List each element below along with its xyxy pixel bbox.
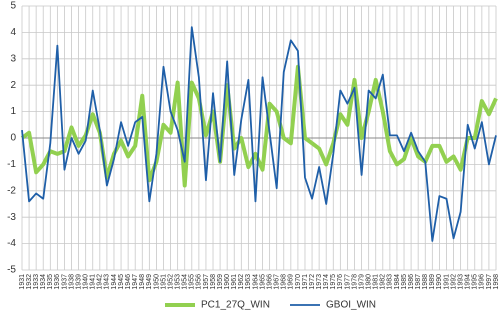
x-tick-label: 1958 [210,274,217,290]
x-tick-label: 1942 [97,274,104,290]
x-tick-label: 1977 [344,274,351,290]
y-tick-label: 4 [10,27,16,38]
x-tick-label: 1982 [380,274,387,290]
series-line [21,26,497,242]
x-tick-label: 1948 [139,274,146,290]
y-tick-label: 5 [10,1,16,12]
x-tick-label: 1954 [182,274,189,290]
x-tick-label: 1986 [408,274,415,290]
x-tick-label: 1962 [238,274,245,290]
x-tick-label: 1987 [415,274,422,290]
legend-label: PC1_27Q_WIN [201,300,270,311]
y-tick-label: 2 [10,80,16,91]
x-tick-label: 1952 [167,274,174,290]
x-tick-label: 1966 [266,274,273,290]
x-tick-label: 1997 [486,274,493,290]
x-tick-label: 1964 [252,274,259,290]
x-tick-label: 1956 [196,274,203,290]
x-tick-label: 1994 [465,274,472,290]
x-tick-label: 1945 [118,274,125,290]
x-tick-label: 1965 [259,274,266,290]
x-tick-label: 1957 [203,274,210,290]
y-tick-label: -4 [7,238,16,249]
x-tick-label: 1953 [174,274,181,290]
x-tick-label: 1934 [40,274,47,290]
x-tick-label: 1973 [316,274,323,290]
x-tick-label: 1974 [323,274,330,290]
x-tick-label: 1998 [493,274,500,290]
x-tick-label: 1991 [443,274,450,290]
x-tick-label: 1979 [358,274,365,290]
x-tick-label: 1943 [104,274,111,290]
y-tick-label: 3 [10,53,16,64]
y-tick-label: -5 [7,265,16,276]
x-tick-label: 1959 [217,274,224,290]
x-tick-label: 1940 [83,274,90,290]
x-tick-label: 1933 [33,274,40,290]
x-tick-label: 1992 [450,274,457,290]
x-tick-label: 1980 [366,274,373,290]
x-tick-label: 1970 [295,274,302,290]
x-tick-label: 1967 [274,274,281,290]
x-tick-label: 1960 [224,274,231,290]
x-tick-label: 1971 [302,274,309,290]
x-tick-label: 1936 [54,274,61,290]
x-tick-label: 1976 [337,274,344,290]
y-tick-label: -3 [7,212,16,223]
x-tick-label: 1938 [68,274,75,290]
y-tick-label: 1 [10,106,16,117]
x-tick-label: 1941 [90,274,97,290]
y-tick-label: 0 [10,133,16,144]
x-tick-label: 1981 [373,274,380,290]
x-tick-label: 1949 [146,274,153,290]
x-tick-label: 1931 [19,274,26,290]
y-tick-label: -1 [7,159,16,170]
x-tick-label: 1975 [330,274,337,290]
x-tick-label: 1969 [288,274,295,290]
x-tick-label: 1972 [309,274,316,290]
x-tick-label: 1990 [436,274,443,290]
x-tick-label: 1988 [422,274,429,290]
x-tick-label: 1961 [231,274,238,290]
x-tick-label: 1932 [26,274,33,290]
x-tick-label: 1996 [479,274,486,290]
x-tick-label: 1985 [401,274,408,290]
x-tick-label: 1989 [429,274,436,290]
x-tick-label: 1935 [47,274,54,290]
x-tick-label: 1947 [132,274,139,290]
x-tick-label: 1950 [153,274,160,290]
x-tick-label: 1946 [125,274,132,290]
x-tick-label: 1944 [111,274,118,290]
x-tick-label: 1984 [394,274,401,290]
y-tick-label: -2 [7,185,16,196]
x-tick-label: 1955 [189,274,196,290]
x-tick-label: 1951 [160,274,167,290]
x-tick-label: 1937 [61,274,68,290]
x-tick-label: 1939 [75,274,82,290]
x-tick-label: 1995 [472,274,479,290]
x-tick-label: 1983 [387,274,394,290]
x-tick-label: 1968 [281,274,288,290]
x-tick-label: 1993 [457,274,464,290]
legend-label: GBOI_WIN [326,300,376,311]
x-tick-label: 1978 [351,274,358,290]
x-tick-label: 1963 [245,274,252,290]
